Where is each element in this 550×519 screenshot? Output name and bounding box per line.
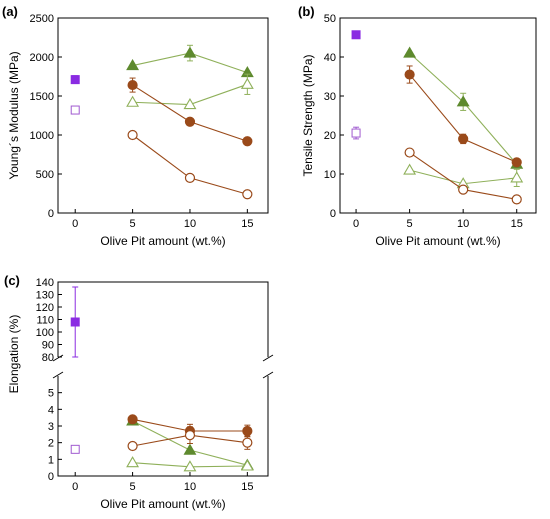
y-tick-label: 2 [48, 438, 54, 450]
axis-break-mark [52, 371, 64, 379]
x-tick-label: 0 [72, 481, 78, 493]
x-tick-label: 0 [353, 218, 359, 230]
y-tick-label: 20 [324, 130, 336, 142]
data-point-triangle [183, 97, 197, 110]
data-point-triangle [403, 46, 417, 58]
series-line [132, 84, 248, 142]
x-tick-label: 5 [130, 218, 136, 230]
data-point-triangle [403, 163, 417, 175]
data-point-square [351, 128, 361, 138]
axis-frame [339, 17, 537, 214]
y-tick-label: 0 [330, 208, 336, 220]
y-tick-label: 1 [48, 454, 54, 466]
data-point-circle [242, 189, 253, 200]
panel-label: (a) [2, 4, 18, 19]
x-tick-label: 10 [184, 218, 196, 230]
data-point-triangle [126, 95, 140, 107]
data-point-circle [127, 440, 138, 452]
y-tick-label: 4 [48, 404, 54, 416]
data-point-circle [458, 133, 469, 144]
data-point-circle [184, 430, 196, 441]
data-point-triangle [126, 456, 140, 468]
data-point-triangle [240, 77, 254, 89]
y-tick-label: 500 [36, 169, 54, 181]
chart-panel-a: (a) 0 5 10 15 Olive Pit amount (wt.%) 0 500 1000… [2, 4, 269, 248]
axis-break-mark [262, 354, 274, 362]
panel-label: (b) [298, 4, 315, 19]
data-point-circle [404, 69, 415, 80]
y-tick-label: 140 [36, 277, 54, 289]
axis-break-mark [52, 354, 64, 362]
y-axis-label: Tensile Strength (MPa) [301, 54, 315, 176]
data-point-circle [242, 437, 253, 448]
data-point-circle [242, 425, 253, 437]
y-tick-label: 3 [48, 421, 54, 433]
series-line [409, 74, 517, 163]
axis-break-mark [262, 371, 274, 379]
data-point-circle [184, 116, 196, 127]
data-point-triangle [126, 58, 140, 71]
chart-panel-b: (b) 0 5 10 15 Olive Pit amount (wt.%) 0 10 20 30 4… [298, 4, 537, 248]
series-line [132, 134, 248, 195]
data-point-triangle [183, 443, 197, 455]
x-tick-label: 0 [72, 218, 78, 230]
x-tick-label: 10 [457, 218, 469, 230]
data-point-square [351, 30, 361, 40]
y-tick-label: 40 [324, 52, 336, 64]
panel-label: (c) [4, 273, 20, 288]
data-point-circle [127, 129, 138, 141]
y-tick-label: 30 [324, 91, 336, 103]
data-point-triangle [456, 95, 470, 107]
data-point-circle [127, 79, 138, 91]
x-tick-label: 5 [130, 481, 136, 493]
y-tick-label: 1500 [30, 91, 54, 103]
x-tick-label: 15 [241, 481, 253, 493]
y-axis-label: Elongation (%) [7, 315, 21, 394]
axis-frame-upper [57, 281, 269, 357]
y-tick-label: 10 [324, 169, 336, 181]
x-tick-label: 15 [241, 218, 253, 230]
x-tick-label: 5 [407, 218, 413, 230]
y-tick-label: 90 [42, 340, 54, 352]
x-axis-label: Olive Pit amount (wt.%) [100, 497, 225, 511]
y-tick-label: 50 [324, 13, 336, 25]
data-point-triangle [183, 460, 197, 472]
x-tick-label: 10 [184, 481, 196, 493]
y-tick-label: 120 [36, 302, 54, 314]
x-tick-label: 15 [511, 218, 523, 230]
y-tick-label: 2000 [30, 52, 54, 64]
y-axis-label: Young´s Modulus (MPa) [7, 51, 21, 179]
data-point-circle [242, 136, 253, 147]
y-tick-label: 130 [36, 290, 54, 302]
data-point-square [70, 105, 80, 115]
data-point-circle [511, 194, 522, 205]
data-point-square [70, 317, 80, 327]
y-tick-label: 1000 [30, 130, 54, 142]
y-tick-label: 2500 [30, 13, 54, 25]
data-point-square [70, 75, 80, 85]
data-point-circle [511, 157, 522, 168]
x-axis-label: Olive Pit amount (wt.%) [100, 234, 225, 248]
data-point-circle [127, 414, 138, 425]
axis-frame [57, 17, 269, 214]
y-tick-label: 0 [48, 471, 54, 483]
data-point-circle [184, 172, 196, 183]
data-point-circle [458, 184, 469, 195]
data-point-triangle [510, 171, 524, 183]
y-tick-label: 110 [36, 315, 54, 327]
y-tick-label: 0 [48, 208, 54, 220]
y-tick-label: 5 [48, 388, 54, 400]
data-point-square [70, 444, 80, 454]
data-point-triangle [240, 459, 254, 471]
data-point-circle [404, 147, 415, 158]
y-tick-label: 80 [42, 352, 54, 364]
x-axis-label: Olive Pit amount (wt.%) [375, 234, 500, 248]
y-tick-label: 100 [36, 327, 54, 339]
data-point-triangle [183, 46, 197, 58]
